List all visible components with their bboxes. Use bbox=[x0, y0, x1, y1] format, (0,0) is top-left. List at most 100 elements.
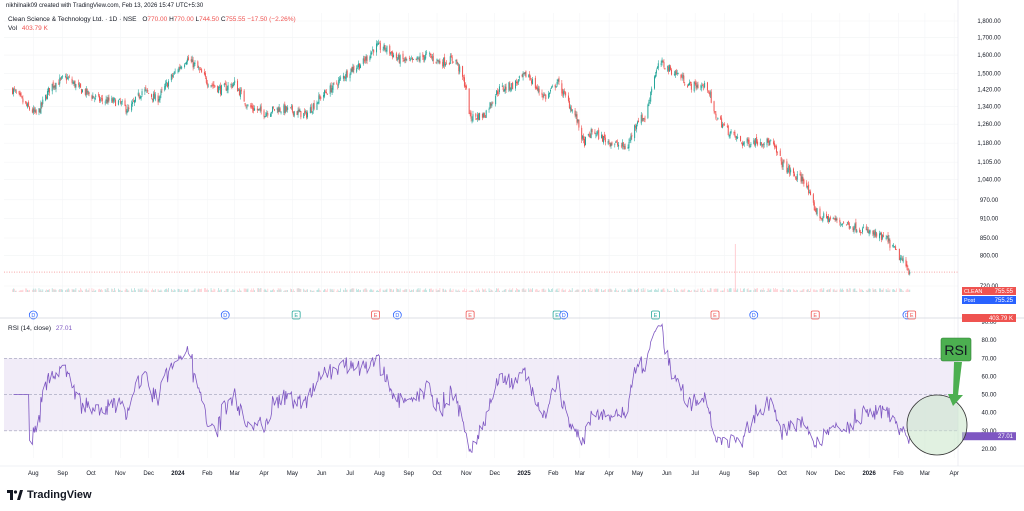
candle-body[interactable] bbox=[810, 191, 812, 196]
candle-body[interactable] bbox=[860, 232, 862, 233]
candle-body[interactable] bbox=[827, 216, 829, 220]
candle-body[interactable] bbox=[728, 135, 730, 137]
candle-body[interactable] bbox=[226, 88, 228, 91]
candle-body[interactable] bbox=[542, 95, 544, 98]
candle-body[interactable] bbox=[814, 208, 816, 210]
candle-body[interactable] bbox=[438, 60, 440, 63]
candle-body[interactable] bbox=[424, 57, 426, 61]
candle-body[interactable] bbox=[807, 186, 809, 188]
candle-body[interactable] bbox=[378, 43, 380, 44]
candle-body[interactable] bbox=[376, 43, 378, 53]
candle-body[interactable] bbox=[554, 84, 556, 88]
candle-body[interactable] bbox=[497, 92, 499, 94]
candle-body[interactable] bbox=[80, 83, 82, 88]
candle-body[interactable] bbox=[512, 82, 514, 90]
candle-body[interactable] bbox=[206, 82, 208, 86]
candle-body[interactable] bbox=[126, 111, 128, 114]
candle-body[interactable] bbox=[749, 145, 751, 148]
candle-body[interactable] bbox=[681, 76, 683, 78]
candle-body[interactable] bbox=[27, 103, 29, 108]
candle-body[interactable] bbox=[349, 74, 351, 79]
candle-body[interactable] bbox=[358, 63, 360, 68]
candle-body[interactable] bbox=[300, 111, 302, 118]
candle-body[interactable] bbox=[747, 138, 749, 142]
candle-body[interactable] bbox=[618, 144, 620, 147]
candle-body[interactable] bbox=[753, 140, 755, 144]
candle-body[interactable] bbox=[212, 84, 214, 86]
candle-body[interactable] bbox=[365, 56, 367, 61]
candle-body[interactable] bbox=[590, 129, 592, 139]
event-marker-earnings-miss[interactable]: E bbox=[907, 310, 917, 320]
candle-body[interactable] bbox=[371, 51, 373, 55]
candle-body[interactable] bbox=[848, 223, 850, 229]
candle-body[interactable] bbox=[808, 184, 810, 194]
candle-body[interactable] bbox=[432, 56, 434, 61]
candle-body[interactable] bbox=[746, 138, 748, 143]
candle-body[interactable] bbox=[502, 86, 504, 91]
candle-body[interactable] bbox=[887, 234, 889, 243]
candle-body[interactable] bbox=[458, 64, 460, 72]
candle-body[interactable] bbox=[723, 124, 725, 125]
candle-body[interactable] bbox=[267, 113, 269, 116]
candle-body[interactable] bbox=[516, 82, 518, 84]
candle-body[interactable] bbox=[801, 176, 803, 182]
candle-body[interactable] bbox=[689, 82, 691, 84]
candle-body[interactable] bbox=[634, 125, 636, 139]
candle-body[interactable] bbox=[668, 66, 670, 72]
candle-body[interactable] bbox=[531, 80, 533, 84]
candle-body[interactable] bbox=[759, 142, 761, 146]
candle-body[interactable] bbox=[211, 84, 213, 86]
candle-body[interactable] bbox=[265, 113, 267, 117]
candle-body[interactable] bbox=[25, 101, 27, 104]
candle-body[interactable] bbox=[792, 168, 794, 174]
candle-body[interactable] bbox=[571, 109, 573, 112]
candle-body[interactable] bbox=[84, 89, 86, 95]
candle-body[interactable] bbox=[194, 62, 196, 64]
candle-body[interactable] bbox=[515, 80, 517, 89]
event-marker-dividend[interactable]: D bbox=[392, 310, 402, 320]
event-marker-earnings-beat[interactable]: E bbox=[651, 310, 660, 320]
candle-body[interactable] bbox=[608, 141, 610, 142]
candle-body[interactable] bbox=[263, 110, 265, 117]
candle-body[interactable] bbox=[581, 127, 583, 140]
candle-body[interactable] bbox=[462, 66, 464, 77]
candle-body[interactable] bbox=[165, 83, 167, 88]
candle-body[interactable] bbox=[859, 229, 861, 233]
candle-body[interactable] bbox=[21, 96, 23, 98]
candle-body[interactable] bbox=[829, 217, 831, 220]
candle-body[interactable] bbox=[799, 173, 801, 176]
candle-body[interactable] bbox=[708, 92, 710, 95]
candle-body[interactable] bbox=[816, 208, 818, 215]
candle-body[interactable] bbox=[46, 96, 48, 99]
candle-body[interactable] bbox=[391, 51, 393, 54]
candle-body[interactable] bbox=[583, 136, 585, 141]
candle-body[interactable] bbox=[601, 135, 603, 142]
candle-body[interactable] bbox=[280, 111, 282, 113]
candle-body[interactable] bbox=[402, 53, 404, 60]
candle-body[interactable] bbox=[722, 124, 724, 128]
candle-body[interactable] bbox=[653, 76, 655, 89]
candle-body[interactable] bbox=[826, 214, 828, 219]
candle-body[interactable] bbox=[463, 77, 465, 79]
candle-body[interactable] bbox=[272, 107, 274, 109]
candle-body[interactable] bbox=[359, 63, 361, 69]
candle-body[interactable] bbox=[694, 81, 696, 84]
candle-body[interactable] bbox=[833, 218, 835, 220]
candle-body[interactable] bbox=[364, 59, 366, 62]
candle-body[interactable] bbox=[419, 55, 421, 62]
candle-body[interactable] bbox=[253, 107, 255, 111]
candle-body[interactable] bbox=[423, 55, 425, 60]
candle-body[interactable] bbox=[879, 233, 881, 239]
candle-body[interactable] bbox=[154, 94, 156, 100]
candle-body[interactable] bbox=[796, 174, 798, 180]
candle-body[interactable] bbox=[504, 85, 506, 92]
candle-body[interactable] bbox=[442, 61, 444, 67]
candle-body[interactable] bbox=[409, 57, 411, 60]
candle-body[interactable] bbox=[429, 54, 431, 56]
candle-body[interactable] bbox=[869, 230, 871, 233]
candle-body[interactable] bbox=[820, 218, 822, 220]
candle-body[interactable] bbox=[879, 233, 881, 235]
candle-body[interactable] bbox=[548, 93, 550, 99]
candle-body[interactable] bbox=[670, 66, 672, 70]
candle-body[interactable] bbox=[748, 139, 750, 146]
